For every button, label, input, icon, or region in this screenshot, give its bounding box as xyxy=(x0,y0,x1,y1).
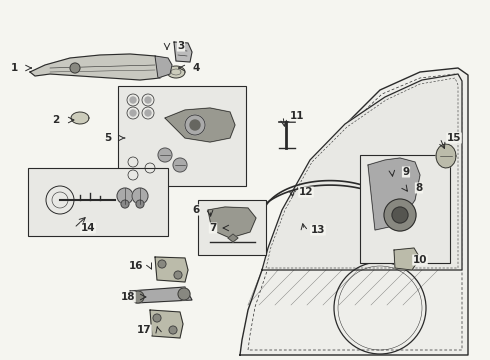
Circle shape xyxy=(158,148,172,162)
Polygon shape xyxy=(228,234,238,242)
Circle shape xyxy=(70,63,80,73)
Circle shape xyxy=(384,199,416,231)
Circle shape xyxy=(130,97,136,103)
Circle shape xyxy=(130,110,136,116)
Polygon shape xyxy=(165,108,235,142)
Text: 14: 14 xyxy=(81,223,96,233)
Circle shape xyxy=(145,110,151,116)
Polygon shape xyxy=(394,248,420,270)
Text: 15: 15 xyxy=(447,133,461,143)
Circle shape xyxy=(121,200,129,208)
Polygon shape xyxy=(30,54,168,80)
Text: 1: 1 xyxy=(10,63,18,73)
Circle shape xyxy=(392,207,408,223)
Polygon shape xyxy=(155,257,188,282)
Polygon shape xyxy=(262,74,462,270)
Bar xyxy=(118,86,246,186)
Text: 17: 17 xyxy=(137,325,151,335)
Text: 6: 6 xyxy=(193,205,199,215)
Circle shape xyxy=(158,260,166,268)
Text: 12: 12 xyxy=(299,187,313,197)
Circle shape xyxy=(178,288,190,300)
Text: 18: 18 xyxy=(121,292,135,302)
Circle shape xyxy=(185,115,205,135)
Text: 5: 5 xyxy=(104,133,112,143)
Text: 3: 3 xyxy=(177,41,185,51)
Circle shape xyxy=(145,97,151,103)
Polygon shape xyxy=(208,207,256,238)
Text: 7: 7 xyxy=(209,223,217,233)
Polygon shape xyxy=(240,68,468,355)
Circle shape xyxy=(173,158,187,172)
Polygon shape xyxy=(150,310,183,338)
Polygon shape xyxy=(368,158,420,230)
Polygon shape xyxy=(167,66,185,78)
Text: 2: 2 xyxy=(52,115,60,125)
Bar xyxy=(360,155,450,263)
Circle shape xyxy=(174,271,182,279)
Text: 4: 4 xyxy=(192,63,200,73)
Text: 8: 8 xyxy=(416,183,422,193)
Circle shape xyxy=(153,314,161,322)
Circle shape xyxy=(190,120,200,130)
Circle shape xyxy=(169,326,177,334)
Text: 16: 16 xyxy=(129,261,143,271)
Circle shape xyxy=(132,291,144,303)
Bar xyxy=(28,168,168,236)
Text: 10: 10 xyxy=(413,255,427,265)
Circle shape xyxy=(132,188,148,204)
Text: 9: 9 xyxy=(402,167,410,177)
Circle shape xyxy=(117,188,133,204)
Bar xyxy=(198,200,266,255)
Text: 13: 13 xyxy=(311,225,325,235)
Text: 11: 11 xyxy=(290,111,304,121)
Polygon shape xyxy=(174,42,192,62)
Polygon shape xyxy=(155,56,172,78)
Polygon shape xyxy=(436,144,456,168)
Polygon shape xyxy=(130,287,192,303)
Circle shape xyxy=(136,200,144,208)
Polygon shape xyxy=(71,112,89,124)
